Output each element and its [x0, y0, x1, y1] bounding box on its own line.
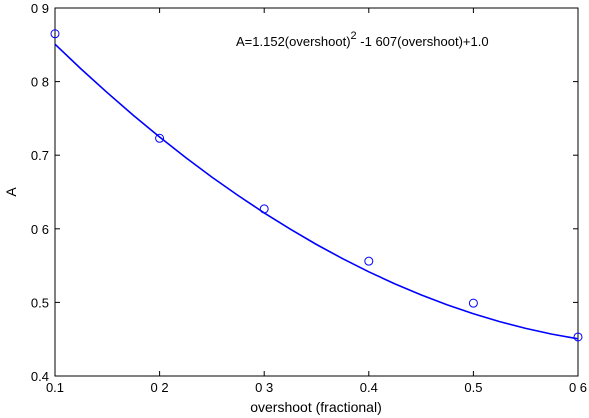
y-tick-label: 0.5: [31, 295, 49, 310]
y-tick-label: 0 8: [31, 75, 49, 90]
data-point: [468, 298, 478, 308]
y-tick-label: 0.7: [31, 148, 49, 163]
x-tick-label: 0.5: [464, 380, 482, 395]
x-tick-label: 0 6: [569, 380, 587, 395]
y-tick-label: 0 9: [31, 1, 49, 16]
data-points-layer: [50, 29, 583, 342]
fit-curve-line: [54, 43, 579, 340]
data-point: [50, 29, 60, 39]
x-tick-label: 0.1: [46, 380, 64, 395]
fit-equation-annotation: A=1.152(overshoot)2 -1 607(overshoot)+1.…: [236, 30, 489, 49]
x-tick-label: 0 3: [255, 380, 273, 395]
axis-ticks: 0.1 0 2 0 3 0.4 0.5 0 6 0.4 0.5 0 6 0.7 0 8 0 9: [31, 1, 587, 395]
x-tick-label: 0.4: [360, 380, 378, 395]
y-tick-label: 0.4: [31, 369, 49, 384]
data-point: [573, 332, 583, 342]
fit-curve-layer: [54, 43, 579, 340]
y-axis-label: A: [3, 187, 19, 197]
data-point: [364, 256, 374, 266]
y-tick-label: 0 6: [31, 222, 49, 237]
x-tick-label: 0 2: [151, 380, 169, 395]
plot-area: [54, 7, 579, 377]
data-point: [155, 133, 165, 143]
x-axis-label: overshoot (fractional): [250, 399, 382, 415]
data-point: [259, 204, 269, 214]
